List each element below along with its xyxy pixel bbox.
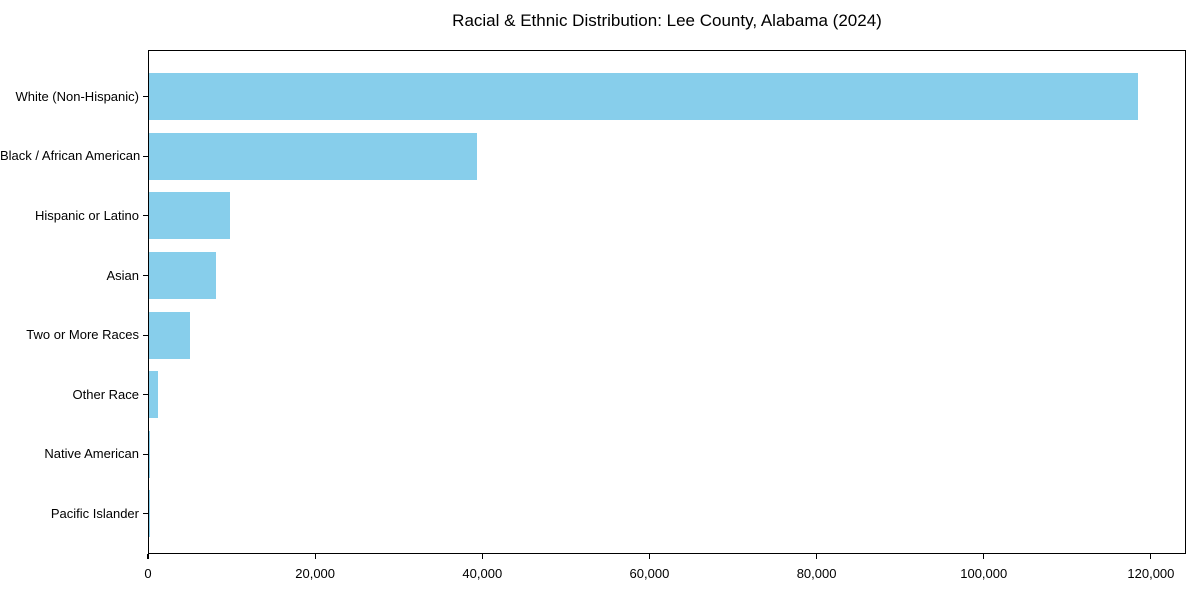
y-tick-label: Native American — [44, 446, 139, 462]
y-tick-label: Asian — [106, 267, 139, 283]
bar — [149, 311, 190, 359]
y-tick-mark — [143, 215, 148, 217]
x-tick-mark — [147, 554, 149, 559]
x-tick-label: 40,000 — [462, 566, 503, 581]
y-tick-mark — [143, 453, 148, 455]
chart-title: Racial & Ethnic Distribution: Lee County… — [452, 11, 882, 30]
y-tick-label: White (Non-Hispanic) — [15, 88, 139, 104]
x-tick-label: 0 — [144, 566, 152, 581]
bar — [149, 430, 151, 478]
y-tick-mark — [143, 334, 148, 336]
y-tick-label: Other Race — [72, 386, 139, 402]
bar — [149, 132, 478, 180]
x-tick-mark — [481, 554, 483, 559]
y-tick-label: Pacific Islander — [50, 505, 139, 521]
y-tick-mark — [143, 274, 148, 277]
plot-area — [148, 50, 1186, 554]
x-tick-mark — [815, 554, 818, 559]
x-tick-mark — [648, 554, 651, 559]
x-tick-mark — [314, 554, 316, 559]
bar — [149, 73, 1138, 121]
y-tick-mark — [143, 155, 148, 157]
bar — [149, 252, 216, 299]
x-tick-label: 120,000 — [1127, 566, 1175, 581]
x-tick-label: 60,000 — [629, 566, 670, 581]
y-tick-label: Hispanic or Latino — [34, 207, 139, 223]
y-tick-label: Black / African American — [0, 148, 141, 164]
bar — [149, 371, 159, 419]
y-tick-label: Two or More Races — [26, 327, 139, 343]
x-tick-label: 80,000 — [796, 566, 837, 581]
y-tick-mark — [143, 394, 148, 396]
bar — [149, 192, 231, 240]
x-tick-mark — [983, 554, 985, 559]
y-tick-mark — [143, 96, 148, 98]
x-tick-label: 100,000 — [960, 566, 1008, 581]
x-tick-label: 20,000 — [295, 566, 336, 581]
x-tick-mark — [1150, 554, 1152, 559]
y-tick-mark — [143, 513, 148, 515]
